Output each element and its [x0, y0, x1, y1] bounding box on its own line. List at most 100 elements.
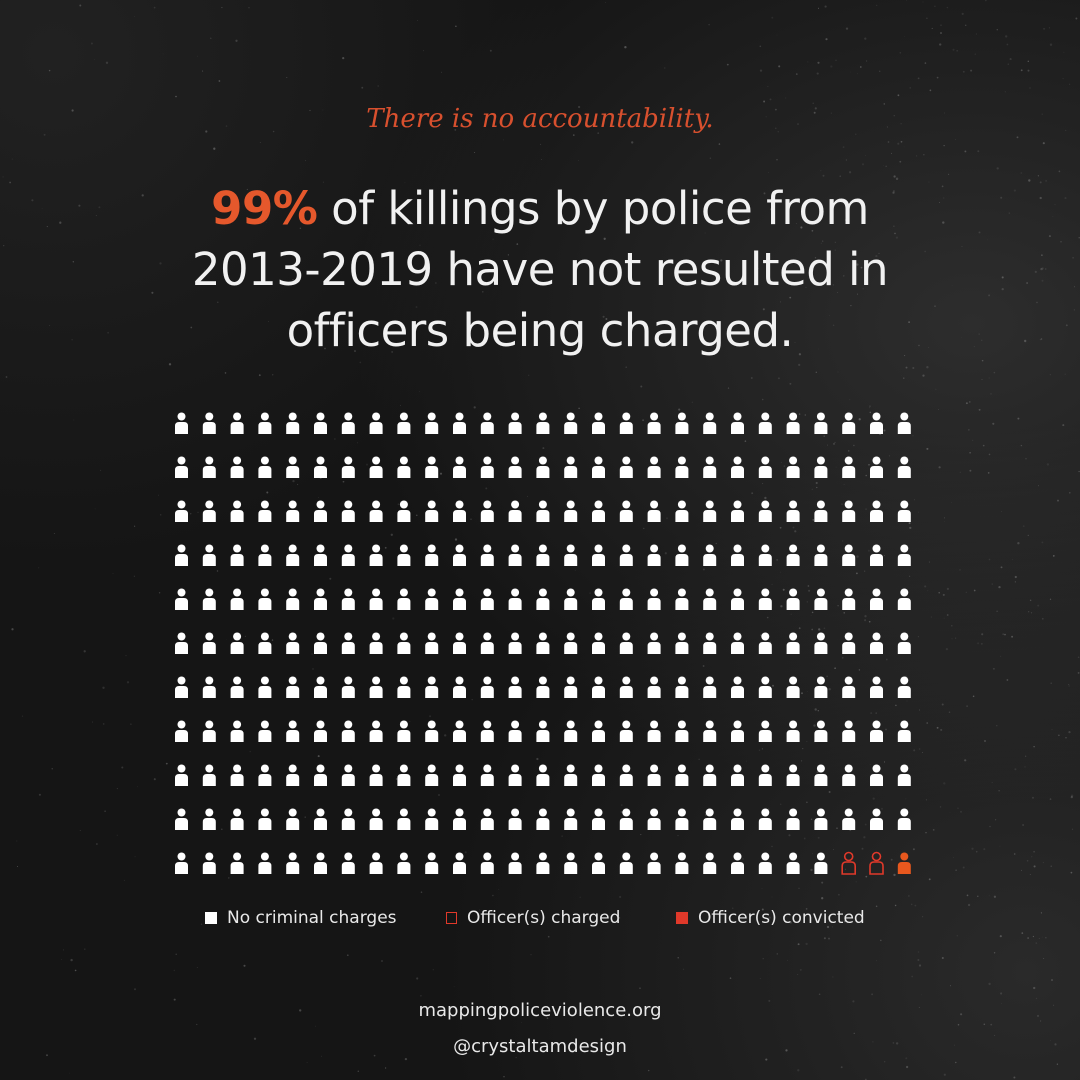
headline-percentage: 99%	[211, 182, 318, 235]
person-icon-no-charges	[814, 500, 828, 522]
tagline: There is no accountability.	[366, 104, 714, 134]
person-icon-no-charges	[536, 632, 550, 654]
person-icon-no-charges	[814, 412, 828, 434]
person-icon-no-charges	[480, 808, 494, 830]
person-icon-no-charges	[731, 764, 744, 786]
person-icon-no-charges	[786, 676, 800, 698]
person-icon-no-charges	[758, 632, 772, 654]
person-icon-no-charges	[314, 500, 327, 522]
person-icon-no-charges	[703, 588, 717, 610]
person-icon-no-charges	[175, 764, 188, 786]
person-icon-no-charges	[230, 632, 244, 654]
person-icon-no-charges	[592, 544, 605, 566]
person-icon-no-charges	[536, 764, 550, 786]
source-link: mappingpoliceviolence.org	[418, 1000, 662, 1021]
person-icon-no-charges	[786, 544, 800, 566]
person-icon-no-charges	[675, 676, 689, 698]
person-icon-no-charges	[842, 588, 856, 610]
person-icon-no-charges	[258, 500, 272, 522]
person-icon-no-charges	[897, 808, 911, 830]
person-icon-no-charges	[703, 632, 717, 654]
person-icon-no-charges	[814, 544, 828, 566]
legend-label: Officer(s) convicted	[698, 908, 865, 928]
person-icon-no-charges	[258, 588, 272, 610]
person-icon-no-charges	[897, 676, 911, 698]
person-icon-no-charges	[536, 456, 550, 478]
person-icon-no-charges	[453, 456, 466, 478]
headline-line3: officers being charged.	[286, 304, 794, 357]
person-icon-no-charges	[786, 500, 800, 522]
person-icon-no-charges	[897, 544, 911, 566]
person-icon-no-charges	[369, 544, 383, 566]
person-icon-no-charges	[619, 588, 633, 610]
person-icon-no-charges	[564, 544, 578, 566]
person-icon-charged	[841, 851, 857, 875]
person-icon-no-charges	[814, 808, 828, 830]
legend-item-charged: Officer(s) charged	[446, 908, 620, 928]
person-icon-no-charges	[592, 500, 605, 522]
person-icon-no-charges	[675, 456, 689, 478]
person-icon-no-charges	[397, 412, 411, 434]
person-icon-no-charges	[675, 852, 689, 874]
person-icon-no-charges	[508, 632, 522, 654]
person-icon-no-charges	[870, 544, 883, 566]
person-icon-no-charges	[786, 412, 800, 434]
person-icon-no-charges	[369, 412, 383, 434]
person-icon-no-charges	[425, 852, 439, 874]
person-icon-no-charges	[897, 412, 911, 434]
person-icon-no-charges	[564, 412, 578, 434]
person-icon-no-charges	[453, 412, 466, 434]
person-icon-no-charges	[619, 412, 633, 434]
person-icon-no-charges	[675, 808, 689, 830]
person-icon-no-charges	[842, 676, 856, 698]
person-icon-no-charges	[647, 676, 661, 698]
person-icon-no-charges	[202, 676, 216, 698]
person-icon-no-charges	[175, 676, 188, 698]
person-icon-no-charges	[870, 720, 883, 742]
person-icon-no-charges	[341, 764, 355, 786]
person-icon-no-charges	[258, 412, 272, 434]
legend-label: Officer(s) charged	[467, 908, 621, 928]
person-icon-no-charges	[786, 456, 800, 478]
person-icon-no-charges	[647, 720, 661, 742]
person-icon-no-charges	[647, 764, 661, 786]
person-icon-no-charges	[230, 588, 244, 610]
person-icon-no-charges	[175, 632, 188, 654]
person-icon-no-charges	[286, 676, 300, 698]
person-icon-no-charges	[341, 544, 355, 566]
person-icon-no-charges	[508, 588, 522, 610]
person-icon-no-charges	[619, 852, 633, 874]
person-icon-no-charges	[453, 808, 466, 830]
person-icon-no-charges	[286, 764, 300, 786]
person-icon-no-charges	[258, 676, 272, 698]
person-icon-no-charges	[675, 764, 689, 786]
person-icon-no-charges	[536, 544, 550, 566]
person-icon-array	[175, 412, 911, 875]
person-icon-no-charges	[508, 676, 522, 698]
person-icon-no-charges	[258, 632, 272, 654]
person-icon-no-charges	[731, 808, 744, 830]
person-icon-no-charges	[703, 676, 717, 698]
person-icon-no-charges	[369, 764, 383, 786]
person-icon-no-charges	[592, 720, 605, 742]
person-icon-no-charges	[786, 852, 800, 874]
person-icon-no-charges	[397, 500, 411, 522]
person-icon-no-charges	[480, 676, 494, 698]
person-icon-no-charges	[536, 500, 550, 522]
person-icon-no-charges	[230, 676, 244, 698]
person-icon-no-charges	[758, 720, 772, 742]
person-icon-no-charges	[564, 720, 578, 742]
person-icon-no-charges	[341, 412, 355, 434]
person-icon-no-charges	[758, 456, 772, 478]
person-icon-no-charges	[230, 456, 244, 478]
person-icon-no-charges	[314, 588, 327, 610]
person-icon-no-charges	[592, 456, 605, 478]
person-icon-no-charges	[175, 456, 188, 478]
person-icon-no-charges	[564, 808, 578, 830]
person-icon-no-charges	[341, 588, 355, 610]
person-icon-no-charges	[647, 544, 661, 566]
person-icon-no-charges	[286, 808, 300, 830]
person-icon-no-charges	[286, 852, 300, 874]
person-icon-no-charges	[897, 500, 911, 522]
person-icon-no-charges	[897, 720, 911, 742]
